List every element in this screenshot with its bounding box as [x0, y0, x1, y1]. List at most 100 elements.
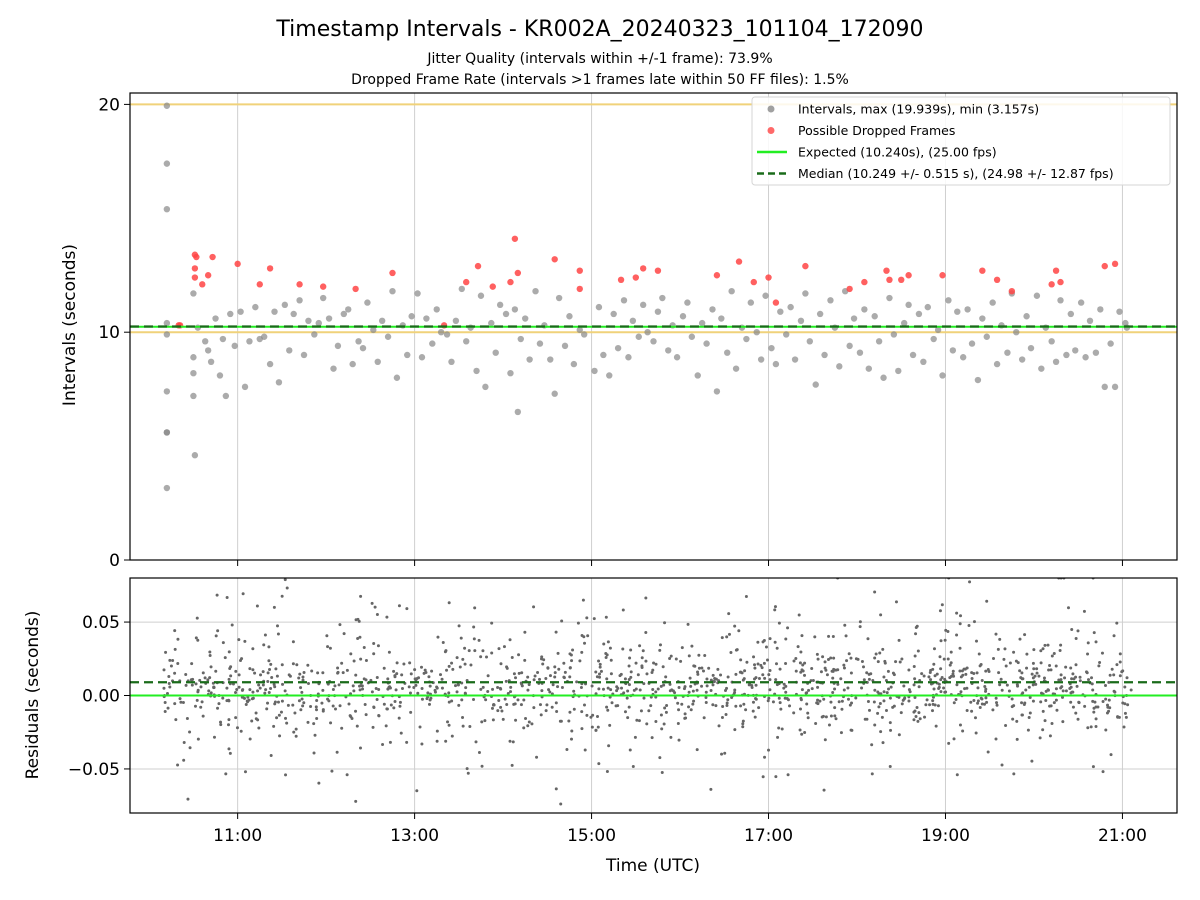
residual-point: [741, 725, 745, 729]
residual-point: [480, 720, 484, 724]
residual-point: [932, 662, 936, 666]
residual-point: [920, 672, 924, 676]
residual-point: [1113, 690, 1117, 694]
residual-point: [663, 621, 667, 625]
interval-point: [1067, 310, 1075, 318]
residual-point: [972, 699, 976, 703]
x-tick-label: 13:00: [390, 826, 439, 846]
residual-point: [664, 710, 668, 714]
residual-point: [414, 683, 418, 687]
residual-point: [777, 726, 781, 730]
residual-point: [306, 663, 310, 667]
residual-point: [923, 715, 927, 719]
residual-point: [196, 737, 200, 741]
interval-point: [463, 338, 470, 345]
residual-point: [873, 723, 877, 727]
interval-point: [345, 306, 352, 313]
residual-point: [209, 665, 213, 669]
residual-point: [927, 675, 931, 679]
residual-point: [1024, 688, 1028, 692]
dropped-frame-point: [489, 283, 496, 290]
residual-point: [946, 630, 950, 634]
residual-point: [720, 752, 724, 756]
residual-point: [1107, 680, 1111, 684]
residual-point: [182, 758, 186, 762]
residual-point: [557, 667, 561, 671]
residual-point: [900, 657, 904, 661]
residual-point: [444, 739, 448, 743]
residual-point: [500, 709, 504, 713]
residual-point: [651, 668, 655, 672]
interval-point: [650, 338, 657, 345]
residual-point: [1031, 699, 1035, 703]
residual-point: [382, 666, 386, 670]
residual-point: [786, 698, 790, 702]
dropped-frame-point: [199, 281, 206, 288]
residual-point: [739, 670, 743, 674]
residual-point: [900, 702, 904, 706]
residual-point: [1094, 717, 1098, 721]
residual-point: [230, 623, 234, 627]
residual-point: [709, 787, 713, 791]
interval-point: [595, 303, 603, 311]
residual-point: [553, 675, 557, 679]
residual-point: [408, 661, 412, 665]
residual-point: [849, 656, 853, 660]
residual-point: [227, 699, 231, 703]
residual-point: [455, 656, 459, 660]
residual-point: [1027, 715, 1031, 719]
residual-point: [234, 669, 238, 673]
interval-point: [551, 390, 558, 397]
residual-point: [976, 699, 980, 703]
residual-point: [924, 703, 928, 707]
residual-point: [190, 683, 194, 687]
residual-point: [955, 611, 959, 615]
interval-point: [266, 360, 274, 368]
residual-point: [799, 698, 803, 702]
residual-point: [425, 697, 429, 701]
residual-point: [447, 700, 451, 704]
interval-point: [1116, 308, 1123, 315]
interval-point: [334, 342, 342, 350]
residual-point: [754, 696, 758, 700]
interval-point: [694, 372, 701, 379]
residual-point: [829, 656, 833, 660]
residual-point: [1028, 696, 1032, 700]
residual-point: [816, 698, 820, 702]
interval-point: [315, 319, 322, 327]
interval-point: [865, 365, 872, 372]
residual-point: [188, 746, 192, 750]
residual-point: [735, 648, 739, 652]
residual-point: [272, 605, 276, 609]
dropped-frame-point: [632, 274, 640, 281]
residual-point: [952, 701, 956, 705]
interval-point: [452, 317, 460, 325]
residual-point: [491, 718, 495, 722]
residual-point: [846, 686, 850, 690]
residual-point: [942, 686, 946, 690]
residual-point: [579, 686, 583, 690]
residual-point: [1091, 688, 1095, 692]
residual-point: [527, 683, 531, 687]
residual-point: [240, 688, 244, 692]
residual-point: [447, 664, 451, 668]
residual-point: [744, 708, 748, 712]
residual-point: [973, 716, 977, 720]
interval-point: [939, 372, 946, 379]
interval-point: [496, 301, 504, 309]
residual-point: [626, 689, 630, 693]
residual-point: [811, 678, 815, 682]
residual-point: [814, 721, 818, 725]
residual-point: [984, 696, 988, 700]
residual-point: [199, 705, 203, 709]
residual-point: [1125, 676, 1129, 680]
residual-point: [764, 645, 768, 649]
residual-point: [1069, 666, 1073, 670]
residual-point: [580, 727, 584, 731]
residual-point: [491, 687, 495, 691]
interval-point: [1018, 356, 1026, 363]
residual-point: [798, 728, 802, 732]
legend-entry: Intervals, max (19.939s), min (3.157s): [798, 102, 1039, 117]
residual-point: [707, 666, 711, 670]
residual-point: [259, 673, 263, 677]
